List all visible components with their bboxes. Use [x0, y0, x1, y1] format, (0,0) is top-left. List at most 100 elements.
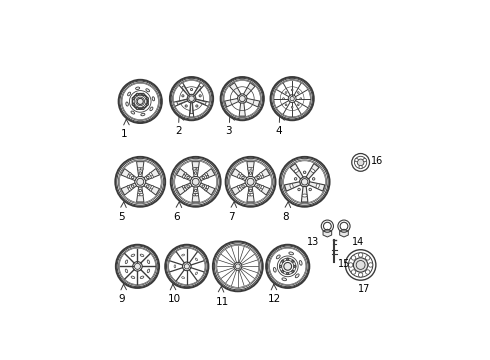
Text: 17: 17 [358, 284, 370, 294]
Circle shape [285, 92, 287, 93]
Ellipse shape [295, 274, 299, 278]
Circle shape [249, 172, 252, 174]
Circle shape [366, 256, 370, 260]
Circle shape [282, 270, 284, 273]
Circle shape [187, 185, 189, 188]
Polygon shape [176, 168, 192, 181]
Polygon shape [247, 187, 254, 202]
Ellipse shape [205, 173, 208, 176]
Ellipse shape [294, 169, 299, 172]
Circle shape [146, 103, 148, 105]
Polygon shape [290, 163, 303, 179]
Ellipse shape [182, 277, 185, 279]
Ellipse shape [140, 194, 143, 196]
Circle shape [142, 93, 145, 96]
Polygon shape [199, 183, 215, 195]
Polygon shape [176, 183, 192, 195]
Text: 4: 4 [275, 126, 282, 136]
Circle shape [313, 177, 315, 180]
Ellipse shape [250, 168, 254, 170]
Ellipse shape [147, 269, 150, 273]
Circle shape [290, 96, 294, 101]
Circle shape [192, 178, 199, 185]
Ellipse shape [136, 87, 140, 90]
Ellipse shape [196, 258, 197, 261]
Circle shape [301, 179, 308, 185]
Circle shape [189, 96, 195, 102]
Polygon shape [121, 168, 137, 181]
Polygon shape [239, 103, 245, 116]
Ellipse shape [205, 188, 208, 191]
Circle shape [358, 253, 363, 257]
Text: 8: 8 [282, 212, 289, 222]
Ellipse shape [289, 252, 294, 255]
Circle shape [358, 273, 363, 277]
Polygon shape [121, 183, 137, 195]
Ellipse shape [146, 89, 149, 92]
Ellipse shape [127, 175, 130, 178]
Circle shape [355, 158, 358, 162]
Ellipse shape [238, 185, 240, 189]
Circle shape [184, 264, 190, 269]
Ellipse shape [193, 168, 196, 170]
Ellipse shape [206, 186, 209, 189]
Circle shape [191, 89, 193, 91]
Circle shape [300, 98, 302, 99]
Circle shape [202, 185, 204, 188]
Circle shape [283, 98, 284, 99]
Ellipse shape [174, 265, 176, 268]
Circle shape [291, 89, 293, 91]
Polygon shape [246, 99, 260, 107]
Circle shape [185, 105, 187, 107]
Ellipse shape [151, 185, 153, 189]
Polygon shape [137, 187, 144, 202]
Ellipse shape [127, 92, 131, 96]
Polygon shape [194, 86, 201, 95]
Circle shape [368, 263, 373, 267]
Circle shape [297, 92, 299, 93]
Ellipse shape [239, 173, 242, 176]
Circle shape [147, 185, 149, 188]
Circle shape [139, 172, 142, 174]
Circle shape [195, 172, 197, 174]
Ellipse shape [128, 173, 131, 176]
Ellipse shape [239, 188, 242, 191]
Ellipse shape [247, 193, 251, 196]
Ellipse shape [273, 267, 276, 272]
Polygon shape [199, 168, 215, 181]
Ellipse shape [247, 168, 251, 170]
Circle shape [187, 176, 189, 179]
Circle shape [257, 185, 259, 188]
Ellipse shape [183, 175, 185, 178]
Ellipse shape [137, 168, 141, 170]
Ellipse shape [183, 186, 185, 189]
Polygon shape [323, 229, 332, 237]
Polygon shape [196, 99, 206, 104]
Circle shape [298, 188, 300, 191]
Polygon shape [144, 183, 160, 195]
Text: 1: 1 [121, 129, 127, 139]
Polygon shape [254, 183, 270, 195]
Circle shape [309, 188, 312, 191]
Text: 2: 2 [175, 126, 181, 136]
Ellipse shape [126, 102, 128, 106]
Ellipse shape [184, 188, 186, 191]
Ellipse shape [125, 269, 128, 273]
Ellipse shape [311, 169, 315, 172]
Ellipse shape [238, 175, 240, 178]
Ellipse shape [147, 260, 150, 264]
Text: 5: 5 [118, 212, 124, 222]
Polygon shape [340, 229, 348, 237]
Ellipse shape [125, 260, 128, 264]
Circle shape [282, 260, 284, 262]
Text: 9: 9 [118, 294, 124, 304]
Ellipse shape [140, 168, 143, 170]
Circle shape [357, 159, 364, 166]
Text: 13: 13 [307, 237, 319, 247]
Circle shape [134, 263, 141, 269]
Circle shape [195, 189, 197, 192]
Ellipse shape [260, 188, 263, 191]
Ellipse shape [151, 175, 153, 178]
Circle shape [297, 104, 299, 105]
Ellipse shape [195, 194, 198, 196]
